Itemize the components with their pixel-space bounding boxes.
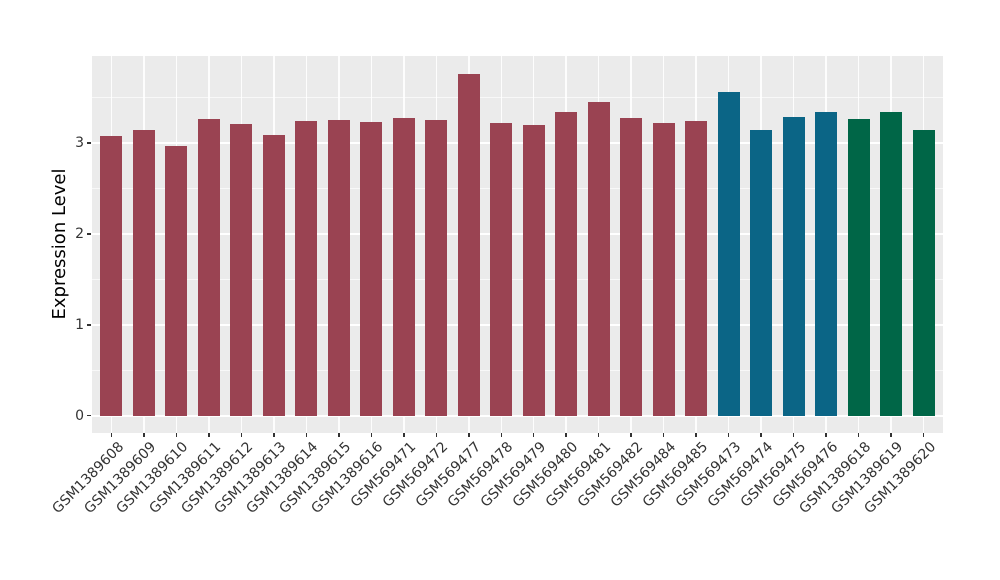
minor-gridline (92, 97, 943, 99)
major-gridline (92, 233, 943, 236)
bar-GSM569476 (815, 112, 838, 416)
x-tick (565, 433, 567, 437)
x-tick (110, 433, 113, 437)
x-tick (760, 433, 762, 437)
bar-GSM1389616 (360, 122, 383, 416)
major-gridline (92, 414, 943, 417)
minor-gridline (92, 188, 943, 190)
bar-GSM569484 (652, 123, 675, 416)
y-tick (87, 142, 91, 144)
bar-GSM569475 (782, 116, 805, 416)
bar-GSM1389618 (847, 118, 870, 416)
bar-GSM569478 (490, 123, 513, 416)
bar-GSM569480 (555, 112, 578, 416)
x-tick (727, 433, 730, 437)
x-tick (630, 433, 632, 437)
bar-GSM1389620 (912, 129, 935, 416)
x-tick (338, 433, 340, 437)
x-tick (175, 433, 178, 437)
y-tick-label: 1 (75, 316, 84, 333)
plot-panel (92, 56, 943, 433)
bar-GSM1389619 (880, 112, 903, 416)
bar-GSM569482 (620, 117, 643, 416)
bar-GSM569471 (392, 117, 415, 416)
x-tick (792, 433, 795, 437)
x-tick (532, 433, 535, 437)
minor-gridline (92, 369, 943, 371)
x-tick (435, 433, 438, 437)
x-tick (370, 433, 373, 437)
bar-GSM569481 (587, 102, 610, 416)
x-tick (468, 433, 470, 437)
bar-GSM1389613 (262, 135, 285, 416)
x-tick (273, 433, 275, 437)
x-tick (143, 433, 145, 437)
x-tick (240, 433, 243, 437)
bar-GSM569474 (750, 129, 773, 416)
x-tick (695, 433, 697, 437)
y-tick (87, 414, 91, 417)
y-tick-label: 0 (75, 407, 84, 424)
bar-GSM569473 (717, 92, 740, 416)
minor-gridline (92, 278, 943, 280)
bar-GSM1389611 (197, 118, 220, 416)
x-tick (922, 433, 925, 437)
x-tick (662, 433, 665, 437)
x-tick (825, 433, 827, 437)
bar-GSM1389609 (132, 130, 155, 416)
y-tick (87, 233, 91, 235)
x-tick (857, 433, 860, 437)
y-tick (87, 324, 91, 326)
x-tick (305, 433, 308, 437)
bar-GSM1389615 (327, 120, 350, 416)
major-gridline (92, 142, 943, 145)
bar-GSM569479 (522, 125, 545, 416)
bar-GSM569477 (457, 74, 480, 416)
x-tick (403, 433, 405, 437)
y-axis-title: Expression Level (49, 168, 70, 320)
bar-GSM569472 (425, 119, 448, 416)
bar-GSM1389614 (295, 121, 318, 416)
y-tick-label: 3 (75, 135, 84, 152)
bar-GSM1389608 (100, 135, 123, 416)
major-gridline (92, 323, 943, 326)
x-tick (890, 433, 892, 437)
bar-GSM569485 (685, 121, 708, 416)
x-tick (500, 433, 502, 437)
bar-GSM1389610 (165, 145, 188, 416)
y-tick-label: 2 (75, 226, 84, 243)
x-tick (597, 433, 600, 437)
bar-GSM1389612 (230, 124, 253, 416)
x-tick (208, 433, 210, 437)
